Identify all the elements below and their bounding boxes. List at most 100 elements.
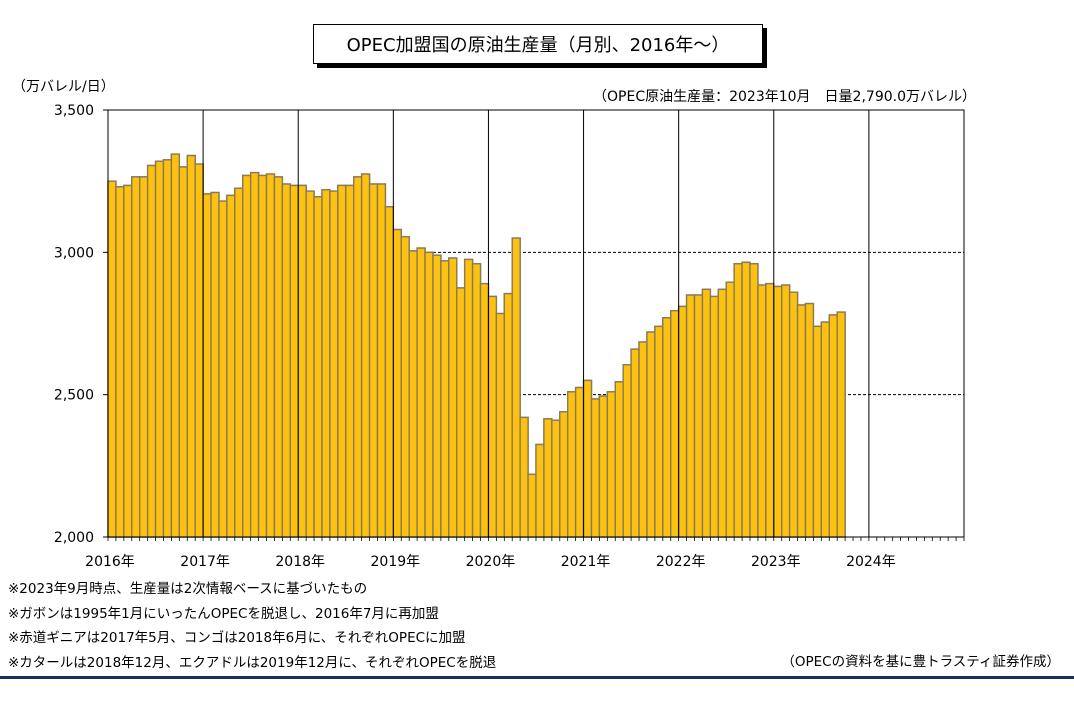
bar-overlay: [281, 183, 291, 538]
bar-overlay: [384, 206, 395, 538]
footnote: ※ガボンは1995年1月にいったんOPECを脱退し、2016年7月に再加盟: [8, 605, 439, 622]
production-chart: 2,000 2,500 3,000 3,500 2016年 2017年 2018年 2019年…: [54, 103, 965, 570]
bar-overlay: [622, 364, 632, 538]
bar-overlay: [432, 254, 442, 538]
bar-overlay: [329, 190, 339, 538]
bar-overlay: [749, 263, 759, 538]
bar-overlay: [273, 176, 284, 538]
bar-overlay: [725, 281, 735, 538]
bar-overlay: [345, 184, 355, 538]
bar-overlay: [321, 189, 331, 538]
bar-overlay: [178, 166, 188, 538]
x-tick-label: 2017年: [180, 554, 230, 570]
source-note: （OPECの資料を基に豊トラスティ証券作成）: [781, 654, 1060, 670]
y-tick-label: 2,000: [54, 530, 94, 546]
bar-overlay: [638, 341, 648, 538]
bar-overlay: [535, 443, 545, 538]
bar-overlay: [146, 164, 157, 538]
bar-overlay: [440, 260, 450, 538]
bar-overlay: [670, 309, 680, 538]
bar-overlay: [249, 171, 260, 538]
bar-overlay: [503, 292, 513, 538]
y-tick-label: 3,000: [54, 245, 94, 261]
bar-overlay: [289, 184, 299, 538]
bar-overlay: [479, 282, 490, 538]
bar-overlay: [123, 184, 133, 538]
bar-overlay: [654, 325, 664, 538]
bar-overlay: [408, 250, 418, 538]
y-axis-unit-label: （万バレル/日）: [12, 79, 115, 95]
bar-overlay: [527, 473, 537, 538]
bar-overlay: [567, 391, 577, 538]
bar-overlay: [757, 284, 767, 538]
bar-overlay: [598, 395, 609, 538]
x-tick-label: 2016年: [85, 554, 135, 570]
bar-overlay: [804, 302, 815, 538]
bar-overlay: [194, 163, 204, 538]
bar-overlay: [400, 235, 410, 538]
bar-overlay: [614, 381, 624, 538]
footnote: ※カタールは2018年12月、エクアドルは2019年12月に、それぞれOPECを…: [8, 654, 497, 671]
bar-overlay: [701, 288, 712, 538]
footnotes: ※2023年9月時点、生産量は2次情報ベースに基づいたもの ※ガボンは1995年…: [8, 577, 496, 675]
bar-overlay: [828, 314, 838, 538]
bar-overlay: [812, 325, 823, 538]
bar-overlay: [495, 312, 505, 538]
bar-overlay: [131, 176, 141, 538]
y-tick-label: 3,500: [54, 103, 94, 119]
bar-overlay: [511, 237, 521, 538]
x-tick-label: 2021年: [561, 554, 611, 570]
bar-overlay: [543, 418, 553, 538]
bar-overlay: [559, 411, 569, 538]
bar-overlay: [693, 294, 704, 538]
bar-overlay: [582, 379, 593, 538]
bar-overlay: [337, 184, 347, 538]
bar-overlay: [471, 263, 482, 538]
bar-overlay: [685, 294, 696, 538]
bar-overlay: [297, 184, 307, 538]
bar-overlay: [781, 284, 791, 538]
x-tick-label: 2018年: [275, 554, 325, 570]
bar-overlay: [646, 331, 656, 538]
bar-overlay: [170, 153, 181, 538]
bar-overlay: [448, 257, 458, 538]
bottom-divider: [0, 676, 1074, 679]
bar-overlay: [257, 174, 268, 538]
bar-overlay: [376, 183, 387, 538]
bar-overlay: [551, 419, 561, 538]
bar-overlay: [733, 263, 743, 538]
bar-overlay: [154, 160, 165, 538]
x-tick-label: 2019年: [371, 554, 421, 570]
bar-overlay: [788, 291, 799, 538]
bar-overlay: [820, 321, 830, 538]
bar-overlay: [392, 228, 402, 538]
x-tick-label: 2022年: [656, 554, 706, 570]
bar-overlay: [606, 391, 616, 538]
bar-overlay: [590, 398, 601, 538]
bar-overlay: [305, 190, 315, 538]
bar-overlay: [107, 180, 117, 538]
bar-overlay: [773, 285, 783, 538]
bar-overlay: [242, 174, 252, 538]
bar-overlay: [519, 416, 529, 538]
bar-overlay: [487, 295, 498, 538]
footnote: ※2023年9月時点、生産量は2次情報ベースに基づいたもの: [8, 581, 368, 597]
bar-overlay: [741, 261, 751, 538]
bar-overlay: [424, 251, 434, 538]
chart-title: OPEC加盟国の原油生産量（月別、2016年～）: [313, 24, 763, 64]
bar-overlay: [115, 186, 125, 538]
bar-overlay: [226, 194, 236, 538]
bar-overlay: [353, 176, 363, 538]
bar-overlay: [456, 287, 466, 538]
x-tick-label: 2020年: [466, 554, 516, 570]
x-tick-label: 2024年: [846, 554, 896, 570]
bar-overlay: [662, 317, 672, 538]
latest-production-note: （OPEC原油生産量：2023年10月 日量2,790.0万バレル）: [593, 89, 976, 105]
bar-overlay: [210, 191, 220, 538]
bar-overlay: [765, 282, 775, 538]
bar-overlay: [139, 176, 149, 538]
bar-overlay: [234, 187, 244, 538]
bar-overlay: [313, 196, 323, 538]
y-tick-label: 2,500: [54, 388, 94, 404]
bar-overlay: [360, 173, 371, 538]
